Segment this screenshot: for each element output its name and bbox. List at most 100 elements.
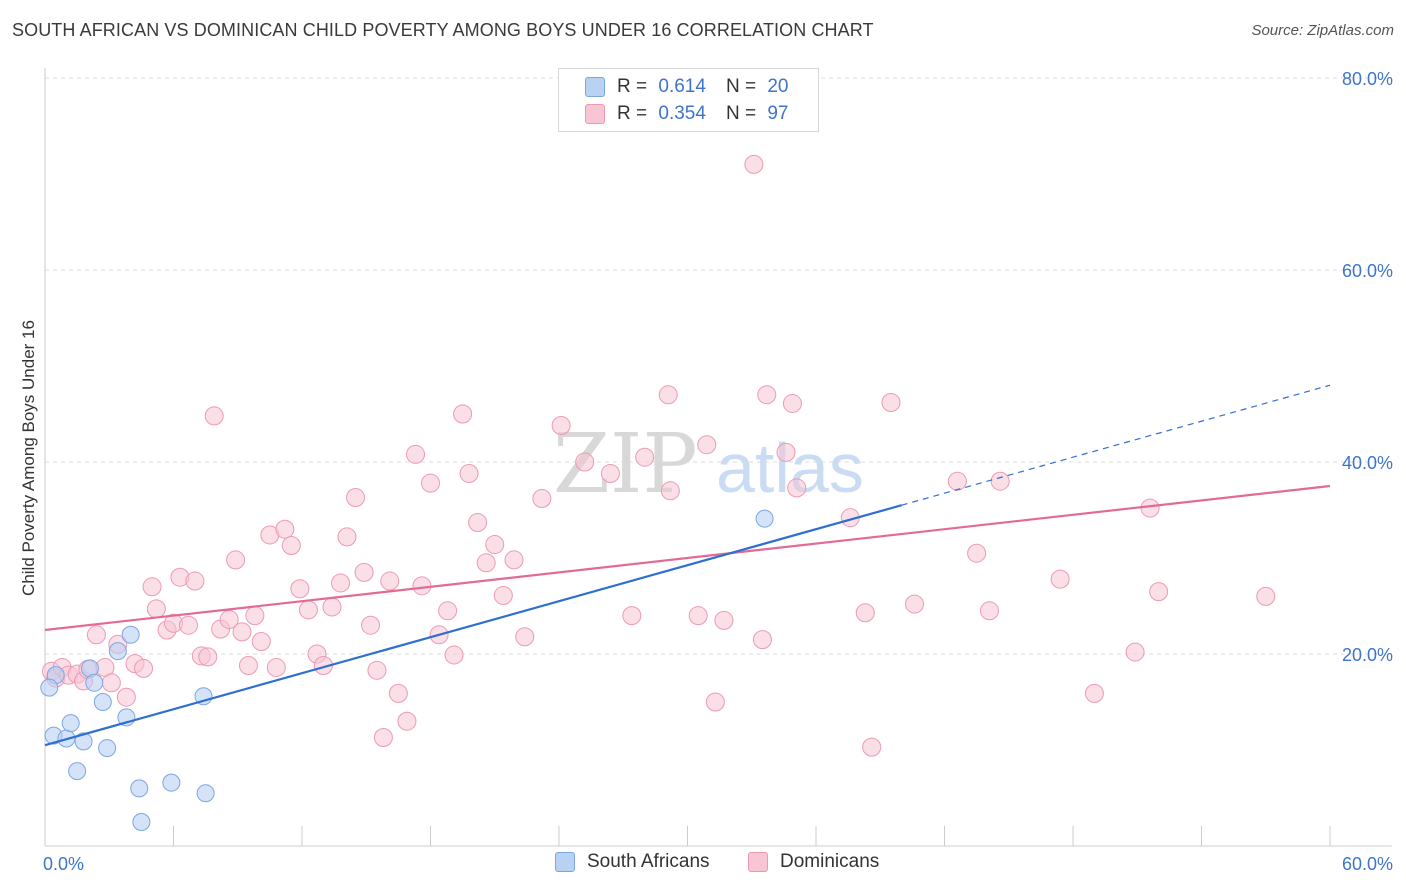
- dominicans-point: [453, 404, 473, 424]
- south-africans-point: [98, 739, 117, 758]
- dominicans-point: [444, 645, 464, 665]
- y-tick-label: 60.0%: [1342, 261, 1393, 281]
- dominicans-point: [714, 610, 734, 630]
- dominicans-point: [635, 447, 655, 467]
- dominicans-point: [705, 692, 725, 712]
- dominicans-point: [298, 600, 318, 620]
- dominicans-point: [251, 632, 271, 652]
- bottom-legend-label: South Africans: [587, 851, 710, 872]
- dominicans-point: [967, 543, 987, 563]
- dominicans-point: [388, 683, 408, 703]
- bottom-swatch-pink: [748, 852, 768, 872]
- dominicans-point: [905, 594, 925, 614]
- dominicans-point: [421, 473, 440, 493]
- source-label: Source: ZipAtlas.com: [1251, 22, 1394, 39]
- dominicans-point: [600, 464, 620, 484]
- dominicans-point: [361, 615, 381, 635]
- legend-swatch-blue: [585, 77, 605, 97]
- dominicans-point: [275, 519, 295, 539]
- dominicans-point: [485, 535, 505, 555]
- dominicans-point: [1050, 569, 1070, 589]
- dominicans-point: [198, 647, 218, 667]
- legend-n-value: 20: [767, 76, 789, 97]
- dominicans-point: [238, 656, 258, 676]
- dominicans-point: [855, 603, 875, 623]
- dominicans-point: [346, 488, 366, 508]
- legend-n-label: N =: [725, 76, 757, 97]
- dominicans-point: [476, 553, 496, 573]
- dominicans-point: [752, 630, 772, 650]
- dominicans-point: [782, 393, 802, 413]
- y-tick-label: 20.0%: [1342, 645, 1393, 665]
- dominicans-point: [515, 627, 535, 647]
- x-tick-label: 60.0%: [1342, 854, 1393, 874]
- south-africans-point: [61, 714, 80, 733]
- dominicans-point: [1256, 586, 1276, 606]
- dominicans-point: [493, 585, 513, 605]
- dominicans-point: [134, 658, 154, 678]
- south-africans-point: [108, 642, 127, 661]
- dominicans-point: [622, 606, 642, 626]
- dominicans-point: [322, 597, 342, 617]
- dominicans-point: [787, 478, 807, 498]
- south-africans-point: [130, 779, 149, 798]
- dominicans-point: [367, 660, 387, 680]
- dominicans-point: [459, 464, 479, 484]
- legend-r-label: R =: [617, 103, 648, 124]
- watermark-atlas: atlas: [716, 429, 864, 507]
- y-axis-label: Child Poverty Among Boys Under 16: [19, 320, 38, 596]
- south-africans-point: [93, 693, 112, 711]
- dominicans-point: [551, 416, 571, 436]
- dominicans-point: [1084, 683, 1104, 703]
- chart-title: SOUTH AFRICAN VS DOMINICAN CHILD POVERTY…: [12, 20, 874, 40]
- dominicans-point: [373, 728, 393, 748]
- y-tick-label: 40.0%: [1342, 453, 1393, 473]
- dominicans-point: [245, 606, 265, 626]
- dominicans-points: [41, 154, 1276, 757]
- axes: [44, 68, 1392, 847]
- dominicans-point: [397, 711, 417, 731]
- dominicans-point: [697, 435, 717, 455]
- dominicans-point: [331, 573, 351, 593]
- dominicans-point: [947, 471, 967, 491]
- dominicans-point: [406, 444, 426, 464]
- south-africans-point: [132, 813, 151, 831]
- dominicans-point: [979, 601, 999, 621]
- legend-r-value: 0.614: [658, 76, 706, 97]
- trend-lines: [44, 384, 1331, 747]
- south-africans-trend-extension: [901, 384, 1331, 506]
- stats-legend: R = 0.614 N = 20 R = 0.354 N = 97: [558, 68, 819, 132]
- bottom-legend-south-africans: South Africans: [555, 851, 710, 873]
- dominicans-point: [380, 571, 400, 591]
- grid-lines: [45, 77, 1392, 655]
- legend-n-label: N =: [725, 103, 757, 124]
- dominicans-point: [438, 601, 458, 621]
- dominicans-point: [532, 488, 552, 508]
- dominicans-point: [86, 625, 106, 645]
- dominicans-point: [862, 737, 882, 757]
- dominicans-point: [290, 579, 310, 599]
- dominicans-point: [337, 527, 357, 547]
- dominicans-point: [116, 687, 136, 707]
- watermark: ZIP atlas: [553, 417, 864, 512]
- dominicans-point: [101, 673, 121, 693]
- dominicans-point: [412, 576, 432, 596]
- dominicans-point: [660, 481, 680, 501]
- dominicans-point: [658, 385, 678, 405]
- dominicans-point: [776, 442, 796, 462]
- dominicans-point: [266, 657, 286, 677]
- dominicans-point: [1140, 498, 1160, 518]
- dominicans-point: [757, 385, 777, 405]
- bottom-swatch-blue: [555, 852, 575, 872]
- south-africans-trend-line: [44, 504, 902, 747]
- legend-r-value: 0.354: [658, 103, 706, 124]
- dominicans-point: [354, 562, 374, 582]
- south-africans-point: [121, 625, 140, 644]
- y-tick-label: 80.0%: [1342, 69, 1393, 89]
- dominicans-point: [204, 406, 224, 426]
- dominicans-point: [142, 577, 162, 597]
- south-africans-point: [162, 773, 181, 792]
- dominicans-point: [226, 550, 246, 570]
- south-africans-point: [85, 673, 104, 692]
- x-tick-label: 0.0%: [43, 854, 84, 874]
